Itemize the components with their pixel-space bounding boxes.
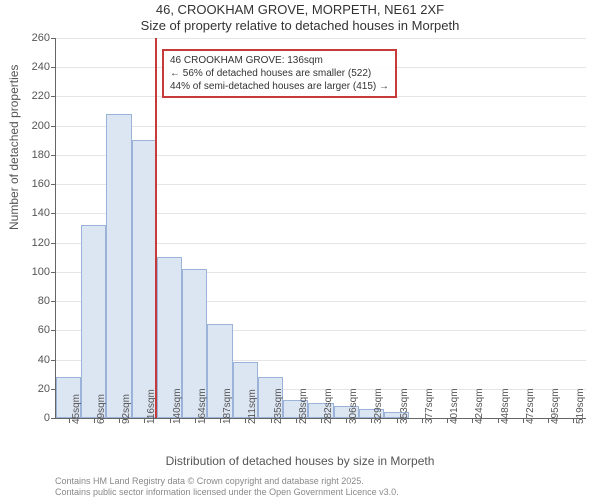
ytick-label: 200	[32, 120, 50, 132]
xtick-mark	[523, 418, 524, 423]
xtick-mark	[119, 418, 120, 423]
ytick-mark	[51, 360, 56, 361]
annotation-line3: 44% of semi-detached houses are larger (…	[170, 80, 389, 93]
ytick-mark	[51, 67, 56, 68]
ytick-mark	[51, 330, 56, 331]
ytick-mark	[51, 96, 56, 97]
histogram-bar	[81, 225, 106, 418]
attribution-line2: Contains public sector information licen…	[55, 487, 399, 498]
xtick-mark	[94, 418, 95, 423]
title-main: 46, CROOKHAM GROVE, MORPETH, NE61 2XF	[0, 2, 600, 17]
xtick-label: 401sqm	[449, 388, 460, 424]
ytick-mark	[51, 155, 56, 156]
xtick-label: 329sqm	[373, 388, 384, 424]
plot-area: 02040608010012014016018020022024026045sq…	[55, 38, 586, 419]
xtick-label: 258sqm	[298, 388, 309, 424]
ytick-label: 120	[32, 237, 50, 249]
ytick-mark	[51, 38, 56, 39]
xtick-label: 235sqm	[273, 388, 284, 424]
attribution: Contains HM Land Registry data © Crown c…	[55, 476, 399, 498]
xtick-label: 92sqm	[121, 394, 132, 424]
xtick-label: 448sqm	[500, 388, 511, 424]
xtick-mark	[170, 418, 171, 423]
xtick-mark	[397, 418, 398, 423]
ytick-label: 100	[32, 266, 50, 278]
xtick-label: 495sqm	[550, 388, 561, 424]
title-sub: Size of property relative to detached ho…	[0, 18, 600, 33]
xtick-label: 187sqm	[222, 388, 233, 424]
xtick-label: 377sqm	[424, 388, 435, 424]
xtick-label: 306sqm	[348, 388, 359, 424]
ytick-label: 260	[32, 32, 50, 44]
ytick-label: 0	[44, 412, 50, 424]
annotation-box: 46 CROOKHAM GROVE: 136sqm← 56% of detach…	[162, 49, 397, 98]
reference-line	[155, 38, 157, 418]
xtick-mark	[69, 418, 70, 423]
ytick-label: 180	[32, 149, 50, 161]
xtick-label: 282sqm	[323, 388, 334, 424]
ytick-label: 20	[38, 383, 50, 395]
xtick-mark	[498, 418, 499, 423]
xtick-mark	[220, 418, 221, 423]
xtick-label: 45sqm	[71, 394, 82, 424]
attribution-line1: Contains HM Land Registry data © Crown c…	[55, 476, 399, 487]
ytick-label: 40	[38, 354, 50, 366]
xtick-mark	[548, 418, 549, 423]
ytick-label: 160	[32, 178, 50, 190]
ytick-mark	[51, 126, 56, 127]
y-axis-label: Number of detached properties	[7, 65, 21, 230]
histogram-bar	[106, 114, 131, 418]
xtick-mark	[422, 418, 423, 423]
ytick-mark	[51, 418, 56, 419]
ytick-label: 220	[32, 90, 50, 102]
ytick-mark	[51, 272, 56, 273]
annotation-line1: 46 CROOKHAM GROVE: 136sqm	[170, 54, 389, 67]
xtick-label: 211sqm	[247, 389, 258, 424]
xtick-label: 472sqm	[525, 388, 536, 424]
xtick-label: 69sqm	[96, 394, 107, 424]
x-axis-label: Distribution of detached houses by size …	[0, 454, 600, 468]
ytick-mark	[51, 243, 56, 244]
xtick-label: 424sqm	[474, 388, 485, 424]
xtick-mark	[271, 418, 272, 423]
xtick-mark	[296, 418, 297, 423]
ytick-mark	[51, 301, 56, 302]
annotation-line2: ← 56% of detached houses are smaller (52…	[170, 67, 389, 80]
chart-container: 46, CROOKHAM GROVE, MORPETH, NE61 2XF Si…	[0, 0, 600, 500]
ytick-label: 140	[32, 207, 50, 219]
xtick-label: 164sqm	[197, 388, 208, 424]
ytick-mark	[51, 184, 56, 185]
xtick-mark	[321, 418, 322, 423]
ytick-label: 60	[38, 324, 50, 336]
xtick-label: 519sqm	[575, 388, 586, 424]
gridline	[56, 38, 586, 39]
xtick-label: 140sqm	[172, 388, 183, 424]
histogram-bar	[132, 140, 157, 418]
ytick-label: 80	[38, 295, 50, 307]
ytick-label: 240	[32, 61, 50, 73]
gridline	[56, 126, 586, 127]
xtick-label: 353sqm	[399, 388, 410, 424]
ytick-mark	[51, 213, 56, 214]
xtick-mark	[195, 418, 196, 423]
